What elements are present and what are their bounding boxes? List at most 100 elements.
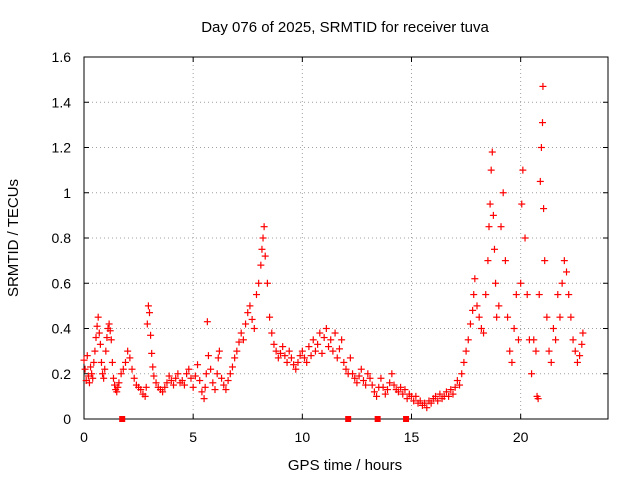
data-point	[351, 374, 359, 382]
data-point	[536, 177, 544, 185]
data-point	[172, 374, 180, 382]
data-point	[508, 358, 516, 366]
y-tick-label: 0.8	[52, 230, 72, 246]
data-point	[432, 392, 440, 400]
data-point	[143, 320, 151, 328]
data-point	[242, 320, 250, 328]
data-point	[403, 395, 411, 403]
data-point	[504, 313, 512, 321]
data-point	[185, 365, 193, 373]
data-point	[373, 392, 381, 400]
data-point	[174, 370, 182, 378]
data-point	[144, 302, 152, 310]
data-point	[458, 370, 466, 378]
data-point	[268, 329, 276, 337]
y-tick-label: 0	[63, 411, 71, 427]
data-point	[152, 379, 160, 387]
data-point	[401, 386, 409, 394]
data-point	[541, 257, 549, 265]
data-point	[518, 200, 526, 208]
data-point	[333, 354, 341, 362]
data-point	[320, 334, 328, 342]
data-point	[329, 347, 337, 355]
data-point	[141, 392, 149, 400]
data-point	[107, 336, 115, 344]
data-point	[362, 381, 370, 389]
data-point	[359, 377, 367, 385]
data-point	[147, 331, 155, 339]
data-point	[528, 370, 536, 378]
data-point	[109, 374, 117, 382]
data-point	[290, 361, 298, 369]
data-point	[258, 245, 266, 253]
data-point	[512, 291, 520, 299]
data-point	[539, 119, 546, 127]
data-point	[573, 358, 581, 366]
data-point	[484, 257, 492, 265]
data-point	[85, 379, 93, 387]
data-point	[150, 372, 158, 380]
data-point	[547, 358, 555, 366]
y-axis-label: SRMTID / TECUs	[5, 179, 22, 297]
data-point	[318, 349, 326, 357]
y-tick-label: 0.2	[52, 366, 72, 382]
data-point	[416, 397, 424, 405]
chart-title: Day 076 of 2025, SRMTID for receiver tuv…	[201, 19, 489, 36]
data-point	[202, 370, 210, 378]
data-point	[488, 148, 496, 156]
data-point	[470, 291, 478, 299]
x-tick-label: 20	[513, 429, 529, 445]
data-point	[218, 374, 226, 382]
data-point	[499, 189, 507, 197]
data-point	[447, 386, 455, 394]
y-axis-tick-labels: 0 0.2 0.4 0.6 0.8 1 1.2 1.4 1.6	[52, 49, 72, 427]
data-point	[517, 279, 525, 287]
data-point	[102, 347, 110, 355]
data-point	[114, 383, 122, 391]
data-point	[427, 399, 435, 407]
y-tick-label: 1.4	[52, 94, 72, 110]
data-point	[423, 404, 431, 412]
data-point	[381, 390, 389, 398]
data-point	[486, 200, 494, 208]
data-point	[260, 223, 268, 231]
data-point	[128, 365, 136, 373]
data-point	[535, 291, 543, 299]
data-point	[103, 334, 111, 342]
data-point	[410, 397, 418, 405]
x-axis-label: GPS time / hours	[288, 457, 402, 474]
data-point	[296, 352, 304, 360]
data-point	[421, 399, 429, 407]
data-point	[377, 374, 385, 382]
data-point	[554, 291, 562, 299]
data-point	[244, 309, 252, 317]
data-point	[576, 352, 584, 360]
data-point	[462, 347, 470, 355]
x-tick-label: 5	[189, 429, 197, 445]
data-point	[159, 388, 167, 396]
data-point	[578, 340, 586, 348]
data-point	[569, 336, 577, 344]
data-point	[108, 358, 116, 366]
data-point	[89, 374, 97, 382]
data-point	[211, 386, 219, 394]
data-point	[220, 381, 228, 389]
data-point	[349, 370, 357, 378]
data-point	[353, 379, 361, 387]
data-point	[163, 379, 171, 387]
data-point	[117, 370, 125, 378]
data-point	[146, 309, 153, 317]
data-point	[204, 352, 212, 360]
data-point	[198, 388, 206, 396]
y-tick-label: 1.6	[52, 49, 72, 65]
data-point	[475, 313, 483, 321]
data-point	[161, 383, 169, 391]
data-point	[537, 144, 545, 151]
data-point	[366, 374, 374, 382]
data-point	[532, 347, 540, 355]
data-point	[506, 347, 514, 355]
data-point	[119, 365, 127, 373]
data-point	[165, 372, 173, 380]
data-point	[88, 370, 96, 378]
